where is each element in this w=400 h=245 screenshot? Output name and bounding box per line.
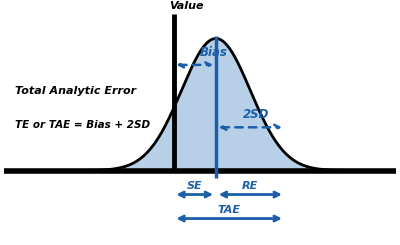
Text: TAE: TAE bbox=[218, 205, 241, 215]
Text: SE: SE bbox=[187, 181, 202, 191]
Text: True
Value: True Value bbox=[170, 0, 204, 11]
FancyArrowPatch shape bbox=[222, 125, 279, 130]
FancyArrowPatch shape bbox=[179, 62, 210, 67]
Text: Bias: Bias bbox=[199, 46, 227, 59]
FancyArrowPatch shape bbox=[179, 216, 279, 221]
Text: RE: RE bbox=[242, 181, 258, 191]
Text: 2SD: 2SD bbox=[242, 108, 269, 121]
FancyArrowPatch shape bbox=[179, 192, 210, 197]
Text: TE or TAE = Bias + 2SD: TE or TAE = Bias + 2SD bbox=[14, 120, 150, 130]
FancyArrowPatch shape bbox=[222, 192, 279, 197]
Text: Total Analytic Error: Total Analytic Error bbox=[14, 86, 136, 96]
